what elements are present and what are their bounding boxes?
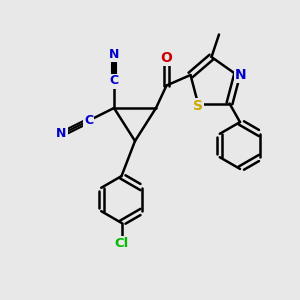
Text: C: C [84,113,93,127]
Text: N: N [235,68,246,82]
Text: Cl: Cl [114,237,129,250]
Text: N: N [56,127,67,140]
Text: N: N [109,47,119,61]
Text: S: S [193,100,203,113]
Text: C: C [110,74,118,88]
Text: O: O [160,51,172,65]
